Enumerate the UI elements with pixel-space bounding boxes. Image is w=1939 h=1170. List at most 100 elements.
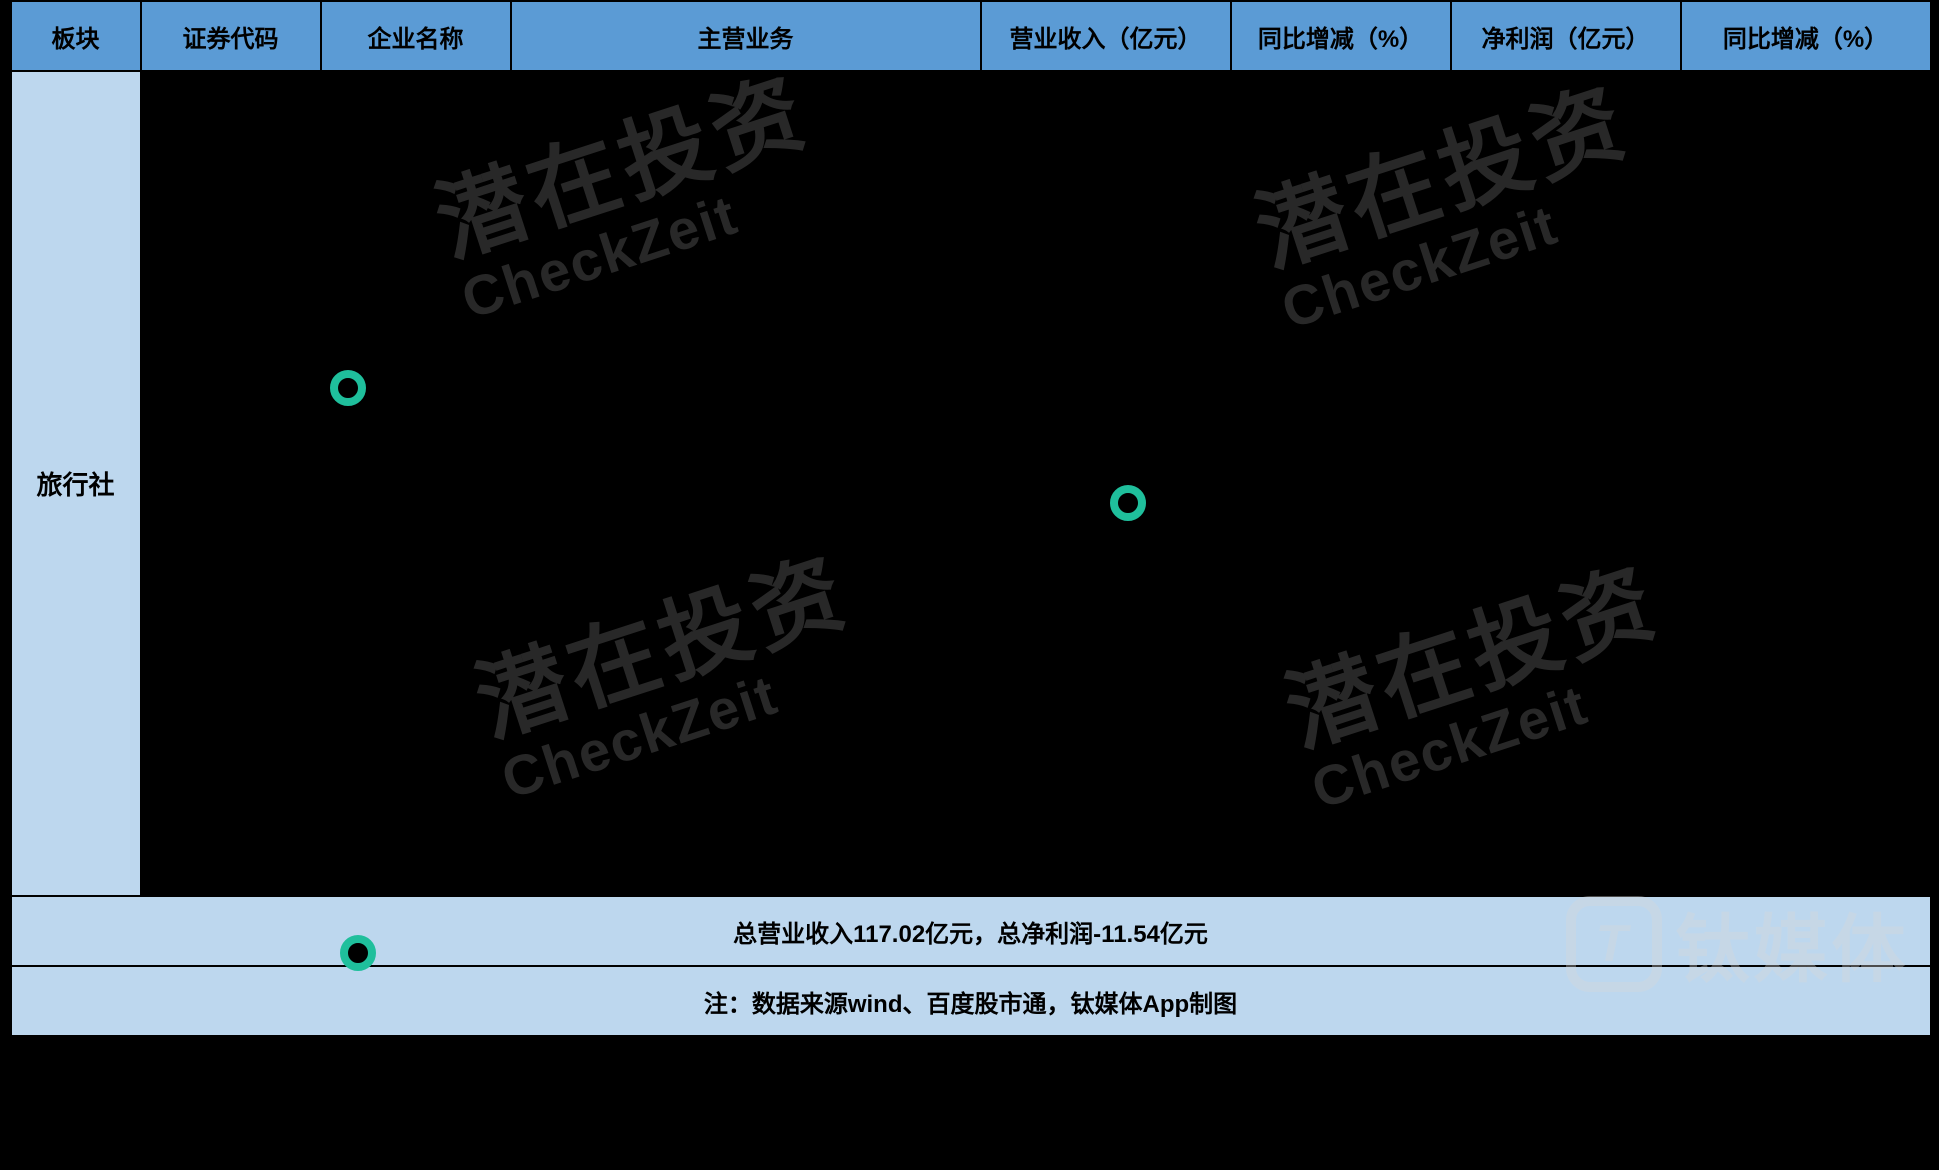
summary-text: 总营业收入117.02亿元，总净利润-11.54亿元 bbox=[11, 896, 1931, 966]
cell-code bbox=[141, 521, 321, 596]
cell-biz bbox=[511, 821, 981, 896]
table-row bbox=[11, 146, 1931, 221]
cell-name bbox=[321, 371, 511, 446]
cell-profit bbox=[1451, 596, 1681, 671]
cell-biz bbox=[511, 671, 981, 746]
cell-revenue bbox=[981, 221, 1231, 296]
col-profit: 净利润（亿元） bbox=[1451, 1, 1681, 71]
cell-revenue bbox=[981, 71, 1231, 146]
cell-biz bbox=[511, 371, 981, 446]
cell-rev_yoy bbox=[1231, 221, 1451, 296]
cell-code bbox=[141, 671, 321, 746]
table-row bbox=[11, 221, 1931, 296]
cell-rev_yoy bbox=[1231, 371, 1451, 446]
cell-name bbox=[321, 746, 511, 821]
cell-biz bbox=[511, 296, 981, 371]
table-row bbox=[11, 821, 1931, 896]
cell-profit bbox=[1451, 521, 1681, 596]
table-row bbox=[11, 371, 1931, 446]
cell-biz bbox=[511, 521, 981, 596]
cell-name bbox=[321, 671, 511, 746]
cell-rev_yoy bbox=[1231, 146, 1451, 221]
financial-table: 板块 证券代码 企业名称 主营业务 营业收入（亿元） 同比增减（%） 净利润（亿… bbox=[10, 0, 1932, 1037]
cell-profit_yoy bbox=[1681, 446, 1931, 521]
cell-rev_yoy bbox=[1231, 446, 1451, 521]
cell-biz bbox=[511, 221, 981, 296]
cell-profit bbox=[1451, 146, 1681, 221]
cell-name bbox=[321, 221, 511, 296]
cell-name bbox=[321, 446, 511, 521]
cell-revenue bbox=[981, 671, 1231, 746]
cell-profit_yoy bbox=[1681, 671, 1931, 746]
col-revenue: 营业收入（亿元） bbox=[981, 1, 1231, 71]
cell-rev_yoy bbox=[1231, 746, 1451, 821]
table-row bbox=[11, 671, 1931, 746]
section-label: 旅行社 bbox=[11, 71, 141, 896]
table-row bbox=[11, 446, 1931, 521]
cell-code bbox=[141, 146, 321, 221]
cell-name bbox=[321, 146, 511, 221]
table-row bbox=[11, 596, 1931, 671]
cell-profit bbox=[1451, 296, 1681, 371]
cell-profit_yoy bbox=[1681, 596, 1931, 671]
cell-revenue bbox=[981, 596, 1231, 671]
cell-revenue bbox=[981, 146, 1231, 221]
col-code: 证券代码 bbox=[141, 1, 321, 71]
cell-profit bbox=[1451, 446, 1681, 521]
col-sector: 板块 bbox=[11, 1, 141, 71]
cell-profit_yoy bbox=[1681, 221, 1931, 296]
cell-profit bbox=[1451, 221, 1681, 296]
header-row: 板块 证券代码 企业名称 主营业务 营业收入（亿元） 同比增减（%） 净利润（亿… bbox=[11, 1, 1931, 71]
cell-code bbox=[141, 71, 321, 146]
cell-name bbox=[321, 296, 511, 371]
cell-code bbox=[141, 446, 321, 521]
table-row bbox=[11, 746, 1931, 821]
cell-rev_yoy bbox=[1231, 521, 1451, 596]
cell-profit_yoy bbox=[1681, 71, 1931, 146]
cell-name bbox=[321, 521, 511, 596]
cell-rev_yoy bbox=[1231, 71, 1451, 146]
cell-profit bbox=[1451, 71, 1681, 146]
note-text: 注：数据来源wind、百度股市通，钛媒体App制图 bbox=[11, 966, 1931, 1036]
cell-biz bbox=[511, 746, 981, 821]
cell-name bbox=[321, 71, 511, 146]
cell-profit_yoy bbox=[1681, 371, 1931, 446]
cell-profit_yoy bbox=[1681, 746, 1931, 821]
cell-code bbox=[141, 371, 321, 446]
col-rev-yoy: 同比增减（%） bbox=[1231, 1, 1451, 71]
cell-rev_yoy bbox=[1231, 596, 1451, 671]
table-row bbox=[11, 521, 1931, 596]
cell-biz bbox=[511, 71, 981, 146]
cell-profit_yoy bbox=[1681, 521, 1931, 596]
cell-biz bbox=[511, 146, 981, 221]
cell-profit bbox=[1451, 371, 1681, 446]
cell-rev_yoy bbox=[1231, 671, 1451, 746]
cell-biz bbox=[511, 446, 981, 521]
col-name: 企业名称 bbox=[321, 1, 511, 71]
table-body: 旅行社总营业收入117.02亿元，总净利润-11.54亿元注：数据来源wind、… bbox=[11, 71, 1931, 1036]
cell-name bbox=[321, 821, 511, 896]
cell-profit bbox=[1451, 746, 1681, 821]
table-row bbox=[11, 296, 1931, 371]
cell-revenue bbox=[981, 521, 1231, 596]
cell-revenue bbox=[981, 821, 1231, 896]
cell-biz bbox=[511, 596, 981, 671]
cell-code bbox=[141, 596, 321, 671]
table-container: 板块 证券代码 企业名称 主营业务 营业收入（亿元） 同比增减（%） 净利润（亿… bbox=[10, 0, 1930, 1037]
cell-profit_yoy bbox=[1681, 296, 1931, 371]
cell-code bbox=[141, 221, 321, 296]
cell-revenue bbox=[981, 371, 1231, 446]
cell-name bbox=[321, 596, 511, 671]
cell-rev_yoy bbox=[1231, 296, 1451, 371]
cell-profit bbox=[1451, 821, 1681, 896]
cell-code bbox=[141, 296, 321, 371]
cell-revenue bbox=[981, 446, 1231, 521]
cell-rev_yoy bbox=[1231, 821, 1451, 896]
table-row: 旅行社 bbox=[11, 71, 1931, 146]
cell-profit_yoy bbox=[1681, 821, 1931, 896]
col-profit-yoy: 同比增减（%） bbox=[1681, 1, 1931, 71]
note-row: 注：数据来源wind、百度股市通，钛媒体App制图 bbox=[11, 966, 1931, 1036]
summary-row: 总营业收入117.02亿元，总净利润-11.54亿元 bbox=[11, 896, 1931, 966]
cell-code bbox=[141, 821, 321, 896]
cell-revenue bbox=[981, 296, 1231, 371]
